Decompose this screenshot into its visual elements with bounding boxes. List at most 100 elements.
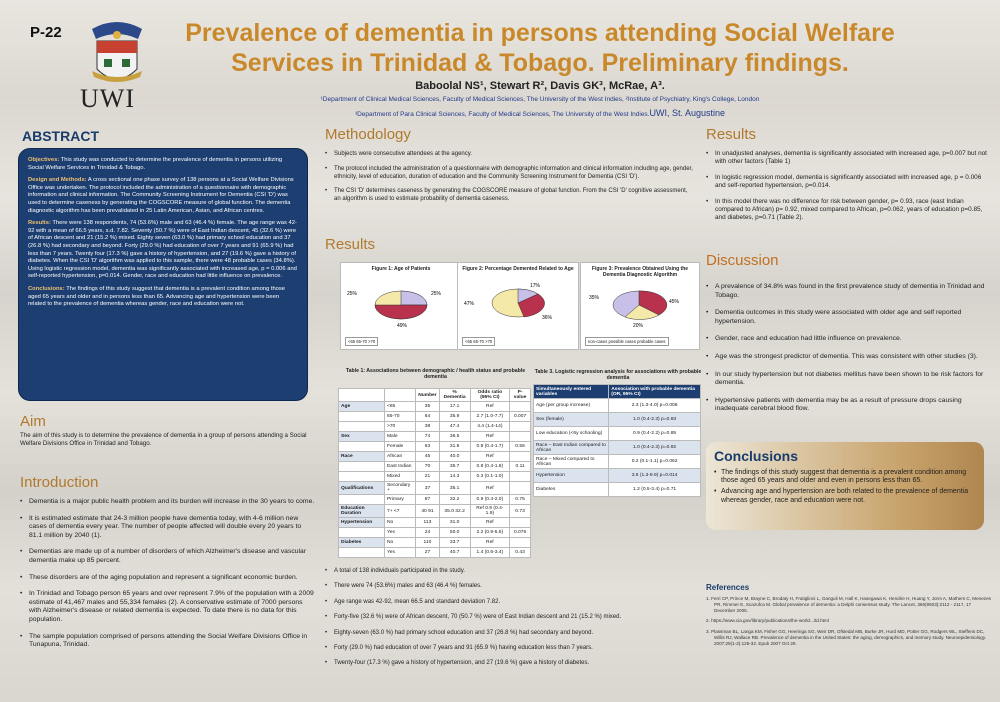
- table-cell: 0.56: [509, 441, 531, 452]
- table-cell: 87: [415, 494, 440, 505]
- table-row: Diabetes No 110 33.7 Ref: [338, 537, 531, 548]
- table-cell: Hypertension: [532, 468, 610, 483]
- list-item: Dementia outcomes in this study were ass…: [706, 309, 988, 326]
- table-cell: 0.8 (0.4-1.8): [469, 461, 511, 472]
- abstract-heading: ABSTRACT: [22, 128, 99, 144]
- list-item: The CSI 'D' determines caseness by gener…: [325, 188, 695, 204]
- reference-item: 1. Ferri CP, Prince M, Brayne C, Brodaty…: [706, 596, 991, 613]
- table-cell: 7+ <7: [383, 504, 417, 518]
- table-cell: Age: [338, 401, 385, 412]
- aim-heading: Aim: [20, 413, 46, 430]
- figure-1-label: 25%: [347, 291, 358, 297]
- table-cell: 37: [415, 481, 440, 495]
- list-item: There were 74 (53.6%) males and 63 (46.4…: [325, 583, 705, 590]
- table-3: Simultaneously entered variables Associat…: [532, 384, 701, 497]
- table-cell: 50.0: [438, 527, 471, 538]
- table-cell: Male: [383, 431, 417, 442]
- table-cell: [338, 461, 385, 472]
- table-cell: Mixed: [383, 471, 417, 482]
- list-item: Subjects were consecutive attendees at t…: [325, 151, 695, 159]
- table-cell: 113: [415, 517, 440, 528]
- list-item: The findings of this study suggest that …: [714, 469, 976, 485]
- table-cell: 33.7: [438, 537, 471, 548]
- abstract-conclusions: Conclusions: The findings of this study …: [28, 286, 298, 309]
- figure-2: Figure 2: Percentage Demented Related to…: [457, 262, 579, 350]
- table-cell: 0.9 (0.4-2.0): [469, 494, 511, 505]
- table-cell: 35.1: [438, 481, 471, 495]
- table-cell: 63: [415, 441, 440, 452]
- figure-1-pie: 25% 25% 49%: [347, 290, 442, 329]
- table-cell: 17.1: [438, 401, 471, 412]
- list-item: It is estimated estimate that 24-3 milli…: [20, 515, 315, 541]
- table-cell: 2.2 (0.9-5.5): [469, 527, 511, 538]
- aim-text: The aim of this study is to determine th…: [20, 432, 307, 447]
- table-cell: Qualifications: [338, 481, 385, 495]
- table-cell: 70: [415, 461, 440, 472]
- table-cell: 36.5: [438, 431, 471, 442]
- table-cell: 35.0 32.2: [438, 504, 471, 518]
- table-header-cell: [383, 388, 417, 402]
- table-1: Number% Dementia Odds ratio (95% CI) P-val…: [338, 388, 531, 558]
- logo-text: UWI: [80, 84, 135, 113]
- list-item: In this model there was no difference fo…: [706, 198, 988, 222]
- results-summary-list: A total of 138 individuals participated …: [325, 568, 705, 676]
- table-cell: Race – Mixed compared to African: [532, 454, 610, 469]
- results-right-list: In unadjusted analyses, dementia is sign…: [706, 150, 988, 230]
- table-cell: 31.0: [438, 517, 471, 528]
- table-cell: Race – East Indian compared to African: [532, 440, 610, 455]
- table-cell: 14.3: [438, 471, 471, 482]
- list-item: Age was the strongest predictor of demen…: [706, 353, 988, 362]
- table-cell: Secondary +: [383, 481, 417, 495]
- figure-3: Figure 3: Prevalence Obtained Using the …: [580, 262, 700, 350]
- uwi-crest-icon: [92, 22, 142, 82]
- table-header-cell: Simultaneously entered variables: [532, 384, 610, 399]
- figure-2-label: 17%: [530, 283, 541, 289]
- table-cell: 35: [415, 401, 440, 412]
- results-right-heading: Results: [706, 126, 757, 143]
- figure-2-label: 36%: [542, 315, 553, 321]
- table-row: Yes 27 40.7 1.4 (0.6-3.4) 0.43: [338, 547, 531, 558]
- table-cell: 21: [415, 471, 440, 482]
- table-cell: Sex (female): [532, 412, 610, 427]
- table-cell: 35.7: [438, 461, 471, 472]
- abstract-objectives-text: This study was conducted to determine th…: [28, 157, 283, 171]
- table-row: Hypertension 3.6 (1.3-9.9) p=0.014: [532, 468, 701, 483]
- abstract-results-label: Results:: [28, 220, 51, 227]
- table-cell: 64: [415, 411, 440, 422]
- table-header-cell: % Dementia: [438, 388, 471, 402]
- table-cell: 0.73: [509, 504, 531, 518]
- authors: Baboolal NS¹, Stewart R², Davis GK³, McR…: [415, 80, 665, 92]
- table-cell: [509, 451, 531, 462]
- table-cell: No: [383, 517, 417, 528]
- table-row: Qualifications Secondary +37 35.1 Ref: [338, 481, 531, 495]
- table-cell: [509, 401, 531, 412]
- list-item: Advancing age and hypertension are both …: [714, 488, 976, 504]
- list-item: Forty (29.0 %) had education of over 7 y…: [325, 645, 705, 652]
- table-cell: [338, 494, 385, 505]
- abstract-objectives-label: Objectives:: [28, 157, 60, 163]
- reference-item: 2. https://www.cia.gov/library/publicati…: [706, 618, 829, 624]
- table-cell: 3.6 (1.3-9.9) p=0.014: [608, 468, 701, 483]
- table-row: Race – Mixed compared to African 0.2 (0.1…: [532, 454, 701, 469]
- table-row: Race – East Indian compared to African 1.…: [532, 440, 701, 455]
- abstract-design-label: Design and Methods:: [28, 177, 87, 184]
- table-3-caption: Table 3. Logistic regression analysis fo…: [534, 369, 702, 381]
- table-1-caption: Table 1: Associations between demographi…: [345, 368, 526, 380]
- table-cell: 24: [415, 527, 440, 538]
- table-cell: 40.0: [438, 451, 471, 462]
- table-row: Yes 24 50.0 2.2 (0.9-5.5) 0.076: [338, 527, 531, 538]
- table-cell: 110: [415, 537, 440, 548]
- affiliation-2: ³Department of Para Clinical Sciences, F…: [160, 108, 920, 118]
- conclusions-heading: Conclusions: [714, 448, 799, 464]
- table-cell: 1.0 (0.4-2.3) p=0.93: [608, 412, 701, 427]
- table-cell: 35.9: [438, 411, 471, 422]
- table-cell: 40.7: [438, 547, 471, 558]
- table-header-cell: Odds ratio (95% CI): [469, 388, 511, 402]
- table-cell: [509, 537, 531, 548]
- list-item: Twenty-four (17.3 %) gave a history of h…: [325, 660, 705, 667]
- table-cell: [509, 481, 531, 495]
- list-item: The protocol included the administration…: [325, 166, 695, 182]
- figure-3-label: 20%: [633, 323, 644, 329]
- table-cell: 65-70: [383, 411, 417, 422]
- abstract-results: Results: There were 138 respondents, 74 …: [28, 220, 298, 281]
